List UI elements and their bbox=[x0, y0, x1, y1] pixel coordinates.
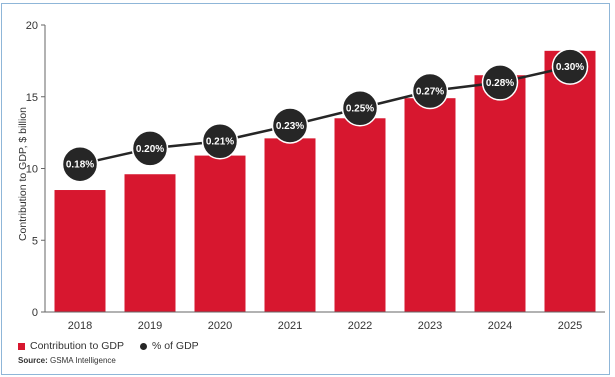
bars bbox=[54, 50, 596, 313]
y-tick-label: 5 bbox=[32, 235, 38, 247]
percent-marker bbox=[481, 64, 519, 101]
bar bbox=[194, 155, 246, 312]
percent-marker bbox=[201, 122, 239, 160]
source-text: GSMA Intelligence bbox=[50, 356, 116, 365]
percent-label: 0.30% bbox=[556, 62, 584, 73]
y-tick-label: 0 bbox=[32, 307, 38, 319]
percent-label: 0.28% bbox=[486, 78, 514, 89]
legend-label-percent: % of GDP bbox=[151, 340, 199, 352]
legend-swatch-bar bbox=[18, 342, 25, 350]
percent-label: 0.27% bbox=[416, 87, 444, 98]
percent-marker bbox=[271, 107, 309, 144]
x-tick-label: 2019 bbox=[138, 320, 162, 332]
bar bbox=[54, 190, 106, 312]
bar bbox=[404, 98, 456, 312]
percent-marker bbox=[61, 145, 99, 183]
x-tick-label: 2021 bbox=[278, 320, 302, 332]
x-tick-label: 2018 bbox=[68, 320, 92, 332]
percent-marker bbox=[131, 130, 169, 167]
y-tick-label: 20 bbox=[26, 20, 38, 32]
x-tick-label: 2024 bbox=[488, 320, 512, 332]
bar bbox=[264, 138, 316, 312]
legend: Contribution to GDP % of GDP bbox=[18, 339, 199, 353]
percent-label: 0.23% bbox=[276, 121, 304, 132]
x-tick-label: 2025 bbox=[558, 320, 582, 332]
source-label: Source: bbox=[18, 356, 48, 365]
y-tick-label: 15 bbox=[26, 92, 38, 104]
legend-item-contribution: Contribution to GDP bbox=[18, 340, 124, 352]
percent-label: 0.18% bbox=[66, 160, 94, 171]
x-tick-label: 2022 bbox=[348, 320, 372, 332]
percent-markers: 0.18% 0.20% 0.21% 0.23% 0.25% 0.27% 0.28% 0.30% bbox=[61, 48, 589, 183]
bar bbox=[474, 75, 526, 312]
percent-label: 0.20% bbox=[136, 144, 164, 155]
percent-marker bbox=[551, 48, 589, 85]
x-axis: 2018 2019 2020 2021 2022 2023 2024 2025 bbox=[45, 311, 605, 332]
bar bbox=[124, 174, 176, 312]
x-tick-label: 2020 bbox=[208, 320, 232, 332]
source-note: Source: GSMA Intelligence bbox=[18, 356, 116, 365]
percent-label: 0.21% bbox=[206, 137, 234, 148]
legend-item-percent: % of GDP bbox=[139, 340, 199, 352]
percent-marker bbox=[341, 89, 379, 127]
y-axis: 0 5 10 15 20 bbox=[26, 20, 46, 319]
legend-label-contribution: Contribution to GDP bbox=[30, 340, 124, 352]
legend-swatch-dot bbox=[139, 342, 147, 350]
bar bbox=[544, 50, 596, 312]
chart-frame bbox=[1, 3, 610, 375]
bar bbox=[334, 118, 386, 313]
percent-marker bbox=[411, 72, 449, 110]
y-tick-label: 10 bbox=[26, 164, 38, 176]
x-tick-label: 2023 bbox=[418, 320, 442, 332]
y-axis-label: Contribution to GDP, $ billion bbox=[17, 107, 29, 241]
percent-label: 0.25% bbox=[346, 104, 374, 115]
